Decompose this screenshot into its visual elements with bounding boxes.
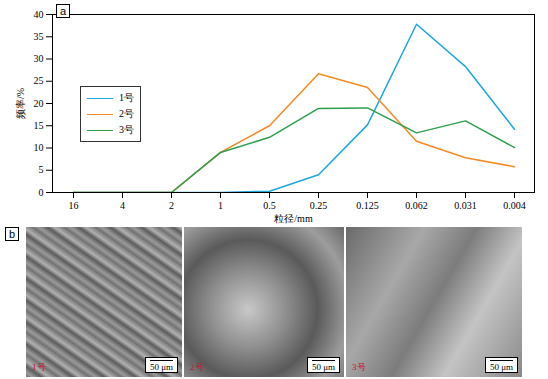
html-text:50 μm: 50 μm [311, 362, 335, 372]
html-text:a: a [60, 5, 67, 17]
svg-text:35: 35 [34, 31, 44, 42]
svg-text:15: 15 [34, 120, 44, 131]
html-text:3号: 3号 [119, 124, 134, 135]
svg-text:0.004: 0.004 [503, 200, 526, 211]
svg-text:5: 5 [39, 164, 44, 175]
svg-text:40: 40 [34, 9, 44, 20]
svg-text:1: 1 [218, 200, 223, 211]
html-text:2号: 2号 [190, 362, 204, 372]
svg-text:20: 20 [34, 98, 44, 109]
svg-text:10: 10 [34, 142, 44, 153]
svg-text:30: 30 [34, 53, 44, 64]
svg-text:0.25: 0.25 [310, 200, 328, 211]
svg-text:25: 25 [34, 75, 44, 86]
html-text:1号: 1号 [119, 92, 134, 103]
html-text:2号: 2号 [119, 108, 134, 119]
svg-text:0: 0 [39, 187, 44, 198]
svg-text:0.5: 0.5 [263, 200, 276, 211]
svg-text:0.062: 0.062 [405, 200, 428, 211]
svg-text:4: 4 [120, 200, 125, 211]
svg-text:2: 2 [169, 200, 174, 211]
svg-text:0.125: 0.125 [356, 200, 379, 211]
svg-text:16: 16 [69, 200, 79, 211]
html-text:b: b [9, 228, 16, 240]
html-text:3号: 3号 [352, 362, 366, 372]
html-text:1号: 1号 [32, 362, 46, 372]
svg-text:0.031: 0.031 [454, 200, 477, 211]
svg-text:频率/%: 频率/% [15, 88, 26, 119]
html-text:50 μm: 50 μm [489, 362, 513, 372]
svg-text:粒径/mm: 粒径/mm [274, 213, 313, 224]
html-text:50 μm: 50 μm [149, 362, 173, 372]
